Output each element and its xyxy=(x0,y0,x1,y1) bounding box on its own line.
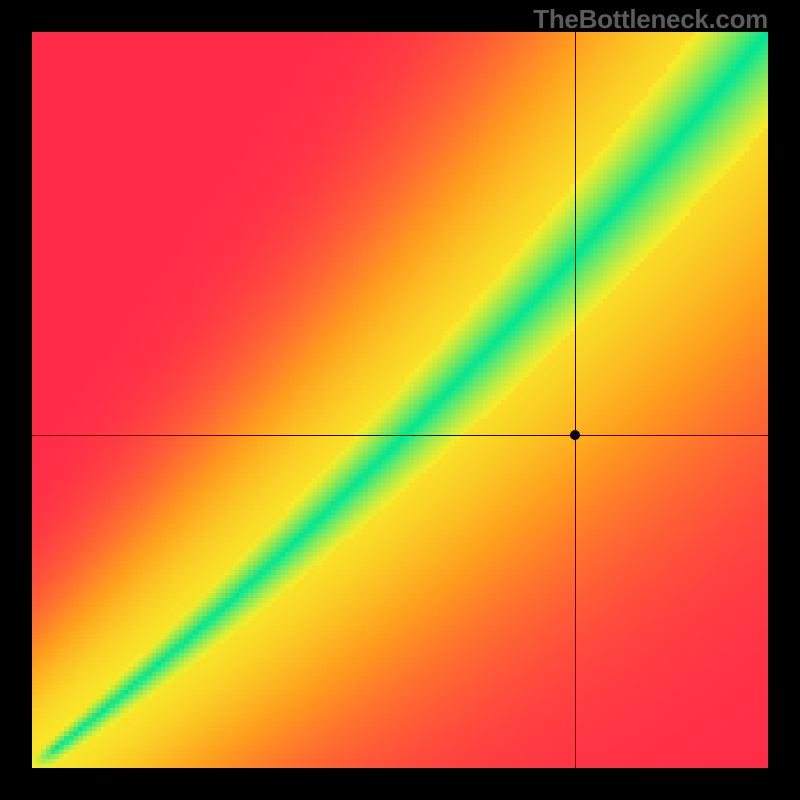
crosshair-horizontal xyxy=(32,435,768,436)
watermark-text: TheBottleneck.com xyxy=(533,4,768,35)
crosshair-vertical xyxy=(575,32,576,768)
chart-container: TheBottleneck.com xyxy=(0,0,800,800)
heatmap-gradient xyxy=(32,32,768,768)
